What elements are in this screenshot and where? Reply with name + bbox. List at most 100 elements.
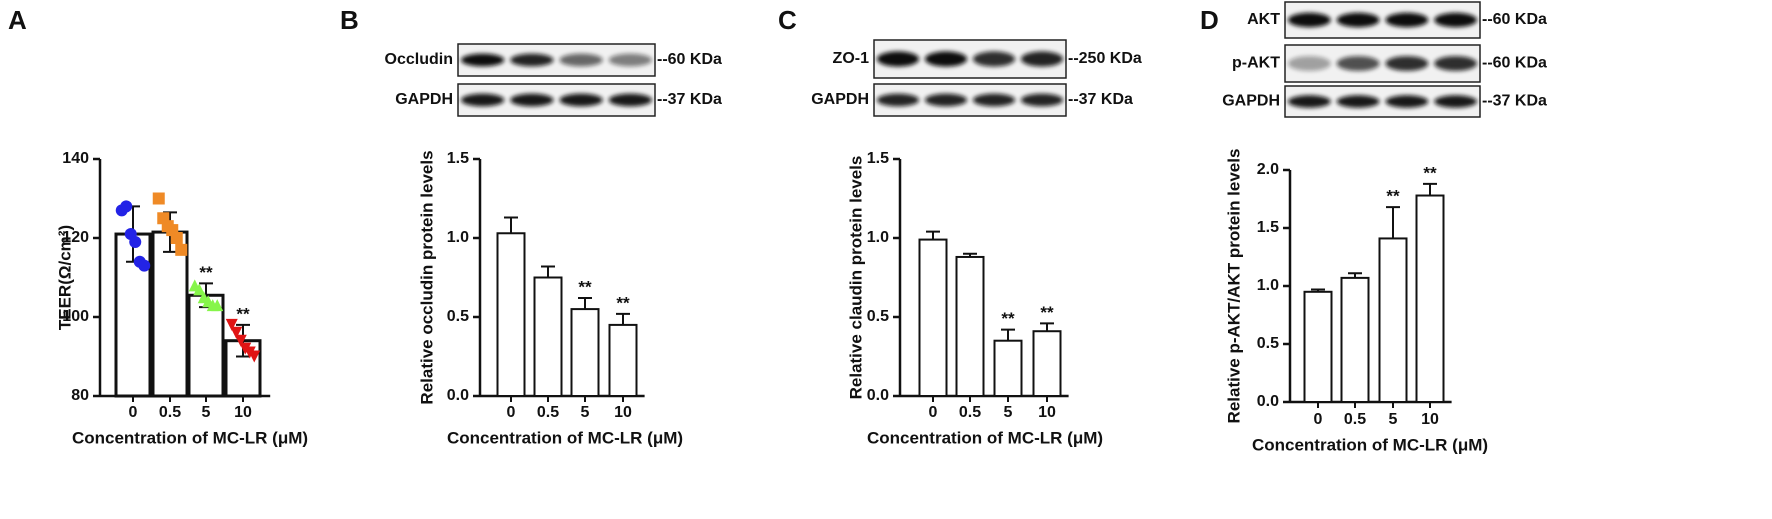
bar — [533, 276, 563, 397]
x-tick-label: 0 — [929, 404, 938, 421]
blot-band — [1020, 93, 1064, 107]
blot-band — [1385, 95, 1429, 108]
x-tick-label: 10 — [1421, 411, 1439, 428]
data-point — [211, 299, 224, 312]
significance: ** — [199, 263, 213, 282]
blot-band — [1336, 56, 1380, 71]
bar — [1032, 330, 1062, 397]
x-tick-label: 5 — [581, 404, 590, 421]
data-point — [193, 283, 206, 296]
y-axis-title: TEER(Ω/cm²) — [55, 225, 74, 330]
y-tick-label: 1.5 — [867, 150, 889, 167]
x-tick-label: 5 — [202, 404, 211, 421]
blot-band — [924, 93, 968, 107]
error-bar — [1311, 288, 1325, 292]
blot-size: --37 KDa — [1482, 93, 1547, 110]
y-tick-label: 1.5 — [447, 150, 469, 167]
y-tick-label: 0.0 — [867, 387, 889, 404]
y-axis-title: Relative p-AKT/AKT protein levels — [1224, 149, 1243, 424]
data-point — [129, 235, 142, 248]
blot-band — [1385, 56, 1429, 71]
bar — [570, 308, 600, 398]
error-bar — [1423, 182, 1437, 196]
panel-letter: D — [1200, 5, 1219, 35]
y-tick-label: 100 — [62, 308, 89, 325]
error-bar — [578, 297, 592, 310]
y-tick-label: 0.5 — [867, 308, 889, 325]
y-tick-label: 0.5 — [1257, 335, 1279, 352]
x-tick-label: 5 — [1004, 404, 1013, 421]
significance: ** — [1386, 187, 1400, 206]
blot-label: GAPDH — [395, 91, 453, 108]
x-tick-label: 0.5 — [1344, 411, 1366, 428]
x-tick-label: 0.5 — [959, 404, 981, 421]
blot-band — [924, 51, 968, 67]
x-tick-label: 0 — [1314, 411, 1323, 428]
data-point — [234, 334, 247, 347]
panel-letter: A — [8, 5, 27, 35]
blot-band — [510, 53, 554, 67]
x-tick-label: 5 — [1389, 411, 1398, 428]
x-axis-title: Concentration of MC-LR (μM) — [867, 428, 1103, 447]
blot-size: --250 KDa — [1068, 50, 1142, 67]
panel: A 80 100 120 140 0 0.5 5 ** 10 ** Concentration of … — [8, 5, 308, 448]
blot-band — [460, 93, 505, 107]
blot-band — [1020, 51, 1064, 67]
blot-band — [876, 51, 920, 67]
error-bar — [1001, 328, 1015, 341]
data-point — [120, 200, 133, 213]
blot-band — [559, 93, 603, 107]
blot-band — [1287, 95, 1331, 108]
bar — [608, 323, 638, 397]
data-point — [152, 192, 165, 205]
blot-band — [972, 93, 1016, 107]
y-tick-label: 0.0 — [1257, 393, 1279, 410]
y-tick-label: 120 — [62, 229, 89, 246]
bar — [993, 339, 1023, 398]
blot-band — [1287, 12, 1331, 28]
blot-band — [510, 93, 554, 107]
x-tick-label: 0.5 — [537, 404, 559, 421]
y-axis-title: Relative occludin protein levels — [417, 150, 436, 404]
x-axis-title: Concentration of MC-LR (μM) — [447, 428, 683, 447]
y-tick-label: 1.0 — [867, 229, 889, 246]
error-bar — [926, 230, 940, 240]
data-point — [138, 259, 151, 272]
blot-label: Occludin — [385, 51, 453, 68]
x-axis-title: Concentration of MC-LR (μM) — [72, 428, 308, 447]
panel: B Occludin --60 KDa GAPDH --37 KDa 0.0 0.5 1.0 1… — [340, 5, 722, 448]
blot-size: --60 KDa — [1482, 55, 1547, 72]
error-bar — [1348, 272, 1362, 278]
y-tick-label: 2.0 — [1257, 161, 1279, 178]
blot-band — [1385, 12, 1429, 28]
blot-label: ZO-1 — [833, 50, 870, 67]
blot-band — [1287, 56, 1331, 71]
bar — [1303, 290, 1333, 403]
bar — [496, 232, 526, 397]
bar — [918, 238, 948, 397]
bar — [1378, 237, 1408, 403]
y-tick-label: 0.0 — [447, 387, 469, 404]
x-axis-title: Concentration of MC-LR (μM) — [1252, 435, 1488, 454]
blot-label: GAPDH — [811, 91, 869, 108]
bar — [955, 255, 985, 397]
y-axis-title: Relative claudin protein levels — [846, 156, 865, 400]
error-bar — [963, 252, 977, 257]
error-bar — [541, 265, 555, 278]
y-tick-label: 1.5 — [1257, 219, 1279, 236]
bar — [151, 230, 189, 398]
blot-band — [1434, 56, 1478, 71]
x-tick-label: 0 — [129, 404, 138, 421]
blot-size: --37 KDa — [1068, 91, 1133, 108]
data-point — [225, 318, 238, 331]
panel-letter: C — [778, 5, 797, 35]
blot-size: --60 KDa — [657, 51, 722, 68]
blot-band — [1336, 95, 1380, 108]
error-bar — [1040, 322, 1054, 332]
y-tick-label: 1.0 — [447, 229, 469, 246]
y-tick-label: 1.0 — [1257, 277, 1279, 294]
blot-band — [1434, 95, 1478, 108]
bar — [1415, 194, 1445, 403]
x-tick-label: 0 — [507, 404, 516, 421]
